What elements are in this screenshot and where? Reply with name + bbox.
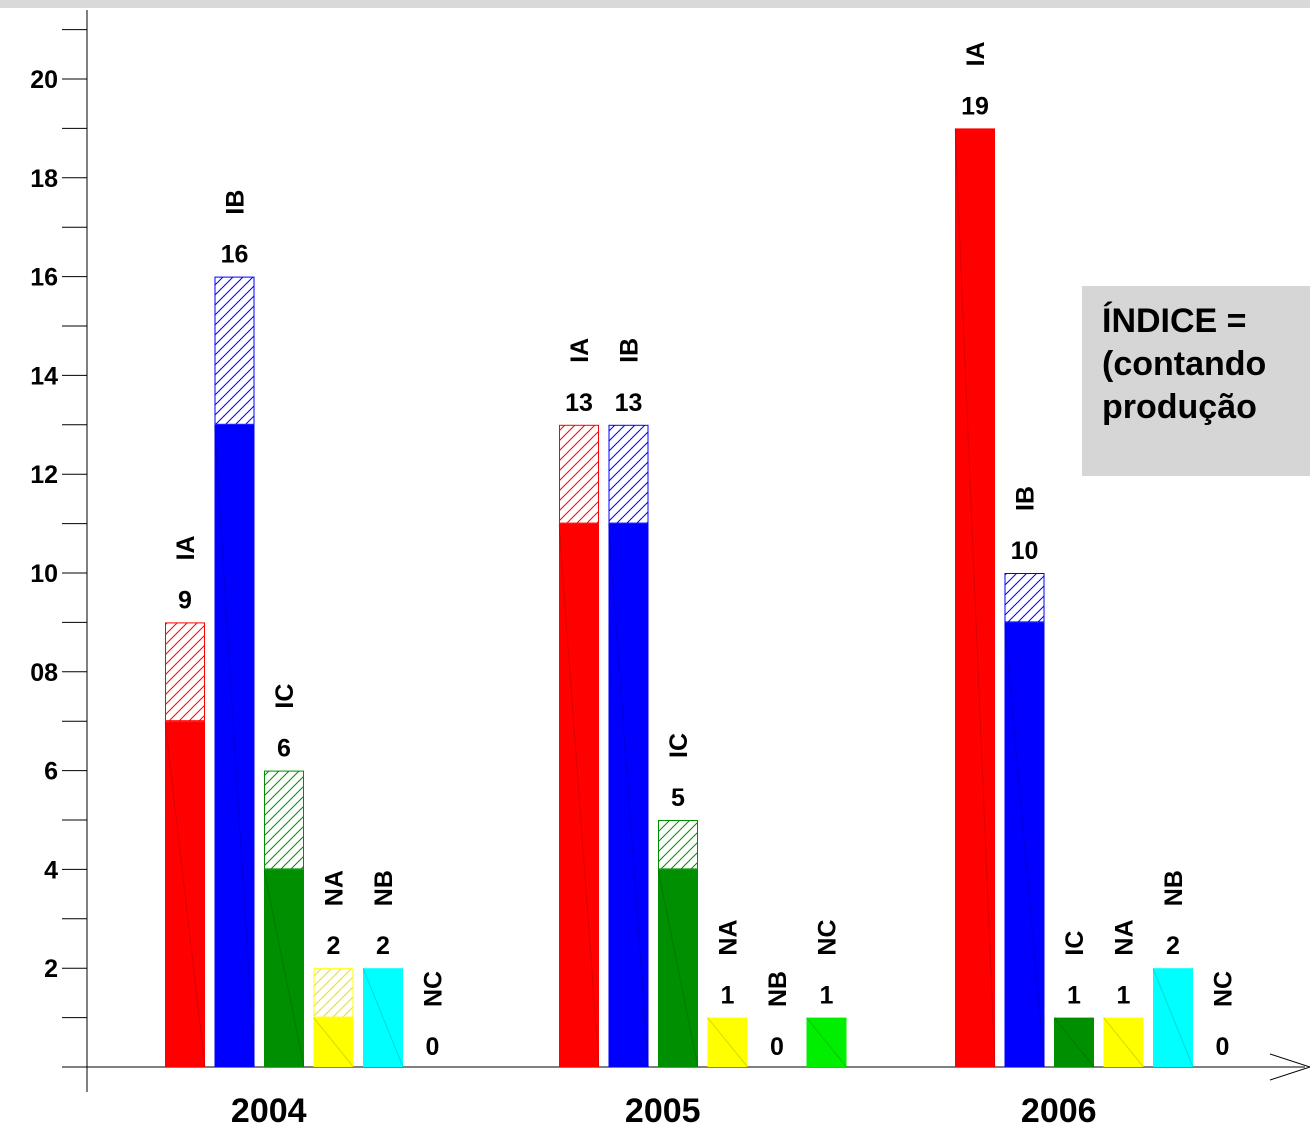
bar-ia-2004-hatched — [165, 622, 205, 722]
series-label: NB — [370, 870, 398, 906]
bar-shade-line — [1103, 1017, 1144, 1068]
bar-ib-2004-solid — [214, 424, 255, 1067]
y-tick-label: 2 — [44, 955, 58, 983]
value-label: 6 — [277, 735, 291, 763]
value-label: 19 — [961, 92, 989, 120]
series-label: IC — [1061, 931, 1089, 956]
bar-ic-2005-hatched — [658, 820, 698, 870]
bar-shade-line — [657, 869, 699, 1068]
index-note-box: ÍNDICE = (contando produção — [1082, 286, 1310, 476]
series-label: IA — [566, 338, 594, 363]
x-axis-arrow — [1269, 1053, 1310, 1081]
bar-shade-line — [1004, 622, 1045, 1068]
series-label: NA — [321, 870, 349, 906]
y-tick-label: 20 — [30, 66, 58, 94]
bar-ib-2005-hatched — [608, 424, 649, 524]
value-label: 1 — [1067, 982, 1081, 1010]
bar-ic-2004-solid — [264, 869, 304, 1067]
series-label: NB — [764, 971, 792, 1007]
bar-na-2005-solid — [707, 1017, 748, 1067]
series-label: IA — [962, 41, 990, 66]
y-tick-label: 08 — [30, 659, 58, 687]
bar-shade-line — [313, 1017, 354, 1068]
y-tick-label: 12 — [30, 461, 58, 489]
y-tick-label: 14 — [30, 362, 58, 390]
y-tick-label: 18 — [30, 165, 58, 193]
bar-nb-2004-solid — [363, 968, 403, 1067]
bar-ib-2006-hatched — [1004, 573, 1045, 623]
value-label: 2 — [1166, 932, 1180, 960]
bar-shade-line — [214, 424, 255, 1068]
bar-ia-2006-solid — [955, 128, 995, 1067]
series-label: NA — [1111, 919, 1139, 955]
y-tick-label: 10 — [30, 560, 58, 588]
bar-ic-2006-solid — [1054, 1017, 1094, 1067]
bar-nb-2006-solid — [1153, 968, 1193, 1067]
value-label: 0 — [1216, 1033, 1230, 1061]
bar-shade-line — [608, 523, 649, 1068]
series-label: NC — [1210, 971, 1238, 1007]
value-label: 13 — [615, 389, 643, 417]
value-label: 0 — [770, 1033, 784, 1061]
note-line-3: produção — [1102, 388, 1257, 426]
bar-shade-line — [1152, 968, 1194, 1068]
series-label: IB — [616, 338, 644, 363]
bar-shade-line — [558, 523, 600, 1068]
value-label: 9 — [178, 586, 192, 614]
x-category-label: 2005 — [625, 1092, 701, 1130]
series-label: IB — [1012, 486, 1040, 511]
value-label: 1 — [1117, 982, 1131, 1010]
bar-na-2006-solid — [1103, 1017, 1144, 1067]
bar-ia-2004-solid — [165, 721, 205, 1067]
note-line-1: ÍNDICE = — [1102, 302, 1247, 340]
series-label: NB — [1160, 870, 1188, 906]
value-label: 2 — [327, 932, 341, 960]
series-label: IC — [665, 733, 693, 758]
value-label: 16 — [221, 241, 249, 269]
bar-shade-line — [707, 1017, 748, 1068]
x-category-label: 2004 — [231, 1092, 307, 1130]
top-border — [0, 0, 1310, 8]
labels: 9 IA 16 IB 6 IC 2 NA 2 NB 0 NC 13 IA 13 IB 5 IC 1 NA 0 NB 1 NC 1… — [172, 41, 1238, 1061]
x-category-label: 2006 — [1021, 1092, 1097, 1130]
bar-ic-2005-solid — [658, 869, 698, 1067]
series-label: IA — [172, 535, 200, 560]
series-label: IC — [271, 684, 299, 709]
y-tick-label: 6 — [44, 758, 58, 786]
bar-na-2004-solid — [313, 1017, 354, 1067]
bar-ia-2005-solid — [559, 523, 599, 1067]
bars — [164, 128, 1194, 1068]
bar-ib-2004-hatched — [214, 276, 255, 425]
value-label: 10 — [1011, 537, 1039, 565]
series-label: NC — [420, 971, 448, 1007]
value-label: 1 — [721, 982, 735, 1010]
bar-nc-2005-solid — [806, 1017, 847, 1067]
bar-shade-line — [806, 1017, 847, 1068]
bar-shade-line — [1053, 1017, 1095, 1068]
y-tick-label: 16 — [30, 264, 58, 292]
value-label: 0 — [426, 1033, 440, 1061]
bar-ib-2006-solid — [1004, 622, 1045, 1067]
bar-ic-2004-hatched — [264, 770, 304, 870]
value-label: 13 — [565, 389, 593, 417]
value-label: 5 — [671, 784, 685, 812]
note-line-2: (contando — [1102, 345, 1267, 383]
series-label: NA — [715, 919, 743, 955]
bar-shade-line — [263, 869, 305, 1068]
bar-shade-line — [164, 721, 206, 1068]
series-label: IB — [222, 190, 250, 215]
y-tick-label: 4 — [44, 856, 58, 884]
value-label: 1 — [820, 982, 834, 1010]
value-label: 2 — [376, 932, 390, 960]
bar-ib-2005-solid — [608, 523, 649, 1067]
series-label: NC — [814, 919, 842, 955]
bar-na-2004-hatched — [313, 968, 354, 1018]
bar-ia-2005-hatched — [559, 424, 599, 524]
bar-shade-line — [362, 968, 404, 1068]
bar-shade-line — [954, 128, 996, 1068]
